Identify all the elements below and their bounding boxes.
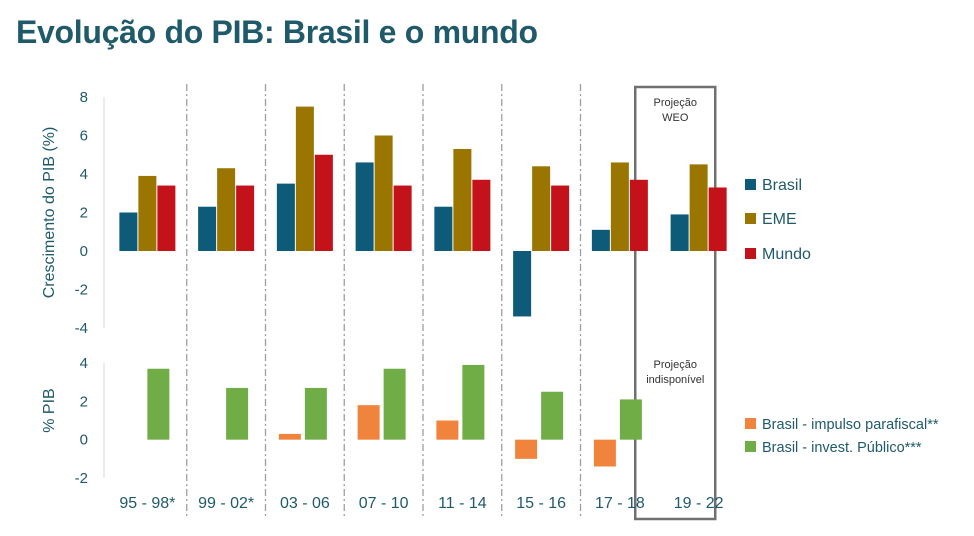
x-tick-label: 19 - 22 xyxy=(674,495,724,512)
bar-invest-publico xyxy=(304,387,327,440)
y-tick-label: 8 xyxy=(80,89,88,106)
annotation-label: Projeção xyxy=(654,97,697,109)
y-tick-label: 6 xyxy=(80,128,88,145)
projection-box xyxy=(634,85,717,521)
bar-impulso-parafiscal xyxy=(593,439,616,467)
bar-invest-publico xyxy=(226,387,249,440)
bar-mundo xyxy=(393,185,412,251)
bar-impulso-parafiscal xyxy=(436,420,459,440)
bar-mundo xyxy=(629,179,648,251)
bar-eme xyxy=(689,164,708,251)
bar-invest-publico xyxy=(541,391,564,440)
legend-swatch xyxy=(745,213,756,224)
bar-mundo xyxy=(314,154,333,251)
x-tick-label: 17 - 18 xyxy=(595,495,645,512)
bar-eme xyxy=(138,175,157,251)
y-tick-label: 0 xyxy=(80,432,88,449)
y-tick-label: 2 xyxy=(80,205,88,222)
bar-mundo xyxy=(157,185,176,251)
legend-label: Brasil - impulso parafiscal** xyxy=(762,417,939,433)
y-tick-label: 4 xyxy=(80,355,88,372)
y-tick-label: -2 xyxy=(75,282,88,299)
y-axis-title: Crescimento do PIB (%) xyxy=(41,127,58,299)
bar-brasil xyxy=(670,214,689,251)
annotation-label: Projeção xyxy=(654,359,697,371)
x-tick-label: 95 - 98* xyxy=(119,495,175,512)
bar-brasil xyxy=(198,206,217,251)
legend-label: Mundo xyxy=(762,246,811,263)
bar-eme xyxy=(532,166,551,251)
annotation-label: WEO xyxy=(662,112,689,124)
legend-label: Brasil xyxy=(762,177,802,194)
x-tick-label: 03 - 06 xyxy=(280,495,330,512)
x-tick-label: 07 - 10 xyxy=(359,495,409,512)
legend-swatch xyxy=(745,441,756,452)
bar-invest-publico xyxy=(462,364,485,440)
bar-brasil xyxy=(513,251,532,317)
bar-eme xyxy=(453,148,472,251)
y-tick-label: 2 xyxy=(80,393,88,410)
x-tick-label: 15 - 16 xyxy=(516,495,566,512)
y-axis-title: % PIB xyxy=(41,388,58,432)
bar-invest-publico xyxy=(147,368,170,440)
bar-eme xyxy=(295,106,314,251)
legend-label: EME xyxy=(762,211,797,228)
y-tick-label: 0 xyxy=(80,243,88,260)
bar-mundo xyxy=(472,179,491,251)
legend-swatch xyxy=(745,179,756,190)
y-tick-label: -2 xyxy=(75,470,88,487)
annotation-label: indisponível xyxy=(646,374,704,386)
y-tick-label: 4 xyxy=(80,166,88,183)
bar-mundo xyxy=(708,187,727,251)
bar-brasil xyxy=(276,183,295,251)
bar-impulso-parafiscal xyxy=(515,439,538,459)
bar-eme xyxy=(610,162,629,251)
bar-brasil xyxy=(434,206,453,251)
page-title: Evolução do PIB: Brasil e o mundo xyxy=(16,14,538,50)
x-tick-label: 99 - 02* xyxy=(198,495,254,512)
legend-label: Brasil - invest. Público*** xyxy=(762,440,922,456)
bar-eme xyxy=(217,168,236,251)
bar-invest-publico xyxy=(619,399,642,440)
bar-eme xyxy=(374,135,393,251)
bar-impulso-parafiscal xyxy=(278,433,301,440)
bar-invest-publico xyxy=(383,368,406,440)
bar-brasil xyxy=(591,229,610,251)
bar-brasil xyxy=(119,212,138,251)
legend-swatch xyxy=(745,418,756,429)
y-tick-label: -4 xyxy=(75,320,88,337)
bar-mundo xyxy=(551,185,570,251)
bar-brasil xyxy=(355,162,374,251)
bar-mundo xyxy=(236,185,255,251)
x-tick-label: 11 - 14 xyxy=(438,495,487,512)
legend-swatch xyxy=(745,248,756,259)
bar-impulso-parafiscal xyxy=(357,405,380,440)
